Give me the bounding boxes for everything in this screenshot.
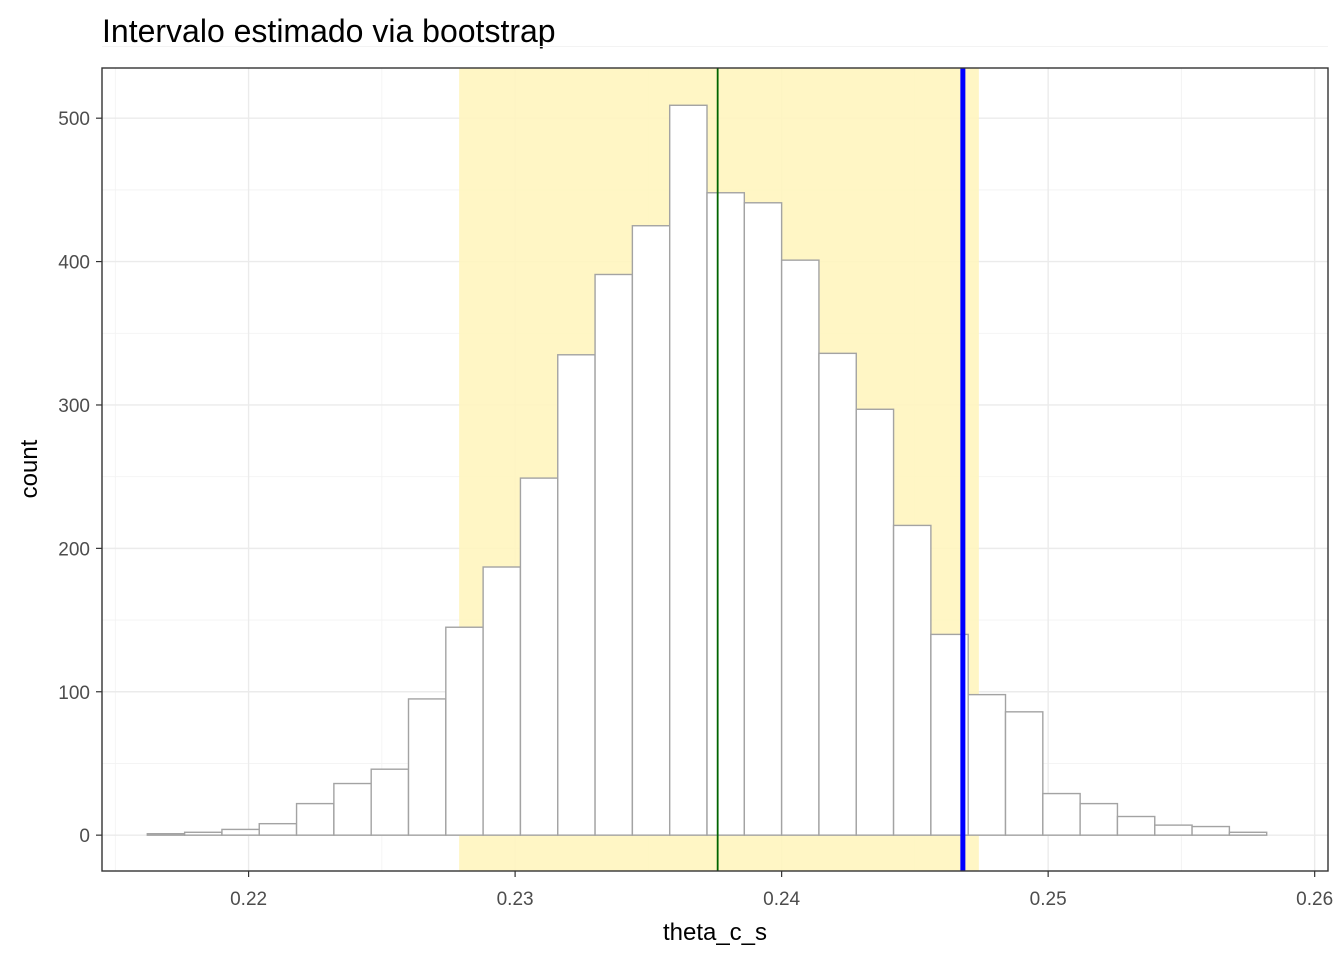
y-axis-label: count xyxy=(16,439,43,498)
histogram-bar xyxy=(333,782,372,836)
histogram-bar xyxy=(706,192,746,836)
histogram-bar xyxy=(482,566,522,836)
histogram-bar xyxy=(445,626,484,836)
histogram-bar xyxy=(519,477,559,836)
y-tick-label: 0 xyxy=(79,826,90,847)
histogram-bar xyxy=(146,833,186,836)
histogram-bar xyxy=(1042,792,1081,836)
histogram-bar xyxy=(221,828,260,836)
y-tick-label: 300 xyxy=(58,396,90,417)
histogram-bar xyxy=(631,225,671,836)
histogram-bar xyxy=(892,524,932,836)
x-axis-label: theta_c_s xyxy=(663,919,767,946)
x-axis-ticks: 0.22 0.23 0.24 0.25 0.26 xyxy=(230,871,1333,910)
y-tick-label: 100 xyxy=(58,683,90,704)
y-tick-label: 400 xyxy=(58,253,90,274)
x-tick-label: 0.25 xyxy=(1030,889,1067,910)
y-tick-label: 200 xyxy=(58,539,90,560)
histogram-bar xyxy=(258,822,298,836)
histogram-bar xyxy=(295,802,335,836)
histogram-bar xyxy=(855,408,895,836)
x-tick-label: 0.22 xyxy=(230,889,267,910)
histogram-bar xyxy=(780,259,820,836)
histogram-bars xyxy=(146,104,1268,836)
histogram-bar xyxy=(407,698,447,836)
histogram-bar xyxy=(370,768,410,836)
histogram-bar xyxy=(743,202,783,836)
y-tick-label: 500 xyxy=(58,109,90,130)
histogram-bar xyxy=(1004,711,1044,836)
histogram-bar xyxy=(557,354,596,836)
x-tick-label: 0.24 xyxy=(763,889,800,910)
y-axis-ticks: 0 100 200 300 400 500 xyxy=(58,109,102,847)
x-tick-label: 0.23 xyxy=(497,889,534,910)
x-tick-label: 0.26 xyxy=(1296,889,1333,910)
histogram-bar xyxy=(1116,815,1156,836)
histogram-bar xyxy=(668,104,708,836)
panel-border xyxy=(101,67,1329,872)
histogram-bar xyxy=(1154,824,1193,836)
histogram-bar xyxy=(1191,825,1231,836)
histogram-bar xyxy=(967,693,1007,836)
histogram-bar xyxy=(1228,831,1268,836)
chart-title: Intervalo estimado via bootstrap xyxy=(102,13,556,49)
histogram-bar xyxy=(818,352,857,836)
histogram-bar xyxy=(594,273,634,836)
histogram-bar xyxy=(1079,802,1119,836)
histogram-bar xyxy=(183,831,223,836)
